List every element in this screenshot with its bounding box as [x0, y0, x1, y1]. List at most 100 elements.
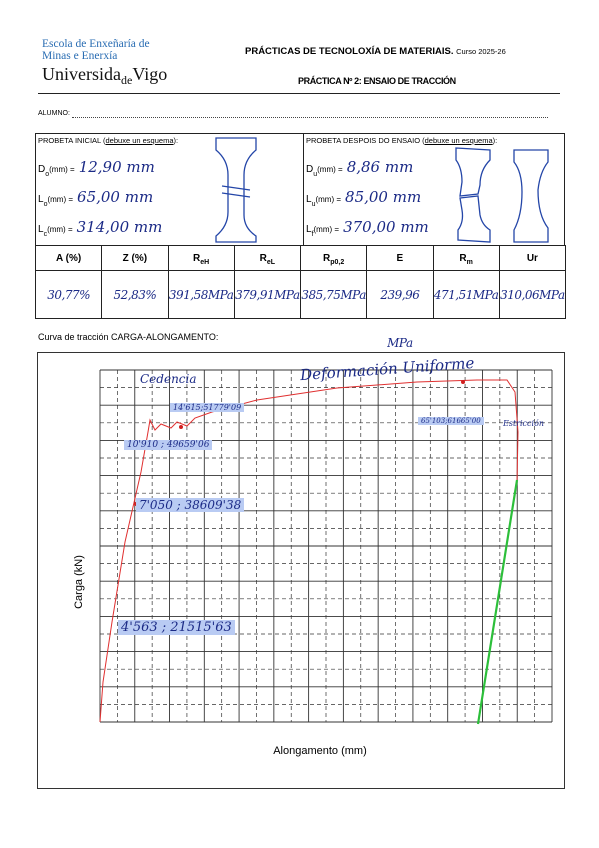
- field-value: 314,00 mm: [76, 218, 163, 236]
- annotation: 4'563 ; 21515'63: [118, 620, 235, 635]
- element: [215, 137, 549, 243]
- field-sub: u: [311, 201, 316, 209]
- rule: [38, 93, 560, 94]
- caption: Curva de tracción CARGA-ALONGAMENTO:: [38, 332, 219, 342]
- header-text: A (%): [56, 253, 82, 264]
- annotation: 10'910 ; 49659'06: [124, 440, 213, 450]
- element: Curso 2025-26: [456, 47, 506, 56]
- field-sub: u: [313, 171, 318, 179]
- student-line: [72, 117, 548, 118]
- field: Lc(mm) = 314,00 mm: [38, 218, 162, 238]
- element: de: [120, 73, 133, 87]
- element: [99, 369, 553, 723]
- header-text: R: [459, 253, 467, 264]
- annotation: Estricción: [503, 419, 545, 428]
- x-label: Alongamento (mm): [273, 745, 367, 757]
- field: Lu(mm) = 85,00 mm: [306, 188, 421, 208]
- header-sub: eH: [200, 259, 210, 266]
- field: Do(mm) = 12,90 mm: [38, 158, 155, 178]
- element: [221, 185, 251, 198]
- table-header: Ur: [498, 245, 566, 271]
- element: [215, 137, 257, 243]
- field-sub: o: [45, 171, 50, 179]
- header-sub: m: [466, 259, 473, 266]
- element: PRÁCTICAS DE TECNOLOXÍA DE MATERIAIS.: [245, 46, 454, 57]
- section-heading: PROBETA INICIAL (debuxe un esquema):: [38, 136, 178, 145]
- table-value: 391,58MPa: [167, 270, 235, 319]
- field-value: 85,00 mm: [345, 188, 422, 206]
- field-sub: c: [43, 231, 48, 239]
- element: [461, 380, 465, 384]
- heading-text: ):: [492, 136, 498, 145]
- header-text: Z (%): [122, 253, 148, 264]
- table-value: 471,51MPa: [432, 270, 500, 319]
- header-text: R: [323, 253, 331, 264]
- field-unit: (mm) =: [47, 195, 74, 204]
- table-value: 385,75MPa: [300, 270, 368, 319]
- y-label: Carga (kN): [73, 555, 85, 609]
- section-heading: PROBETA DESPOIS DO ENSAIO (debuxe un esq…: [306, 136, 497, 145]
- elastic-line: [476, 479, 519, 725]
- annotation: 7'050 ; 38609'38: [136, 498, 245, 512]
- field-value: 12,90 mm: [78, 158, 155, 176]
- table-header: Rm: [432, 245, 500, 271]
- element: Minas e Enerxía: [42, 50, 118, 62]
- header-text: Ur: [526, 253, 538, 264]
- table-value: 52,83%: [101, 270, 169, 319]
- table-value: 310,06MPa: [498, 270, 566, 319]
- heading-link: debuxe un esquema: [424, 136, 493, 145]
- table-value: 239,96 MPa: [366, 270, 434, 350]
- field-unit: (mm) =: [313, 225, 340, 234]
- curve: [99, 379, 519, 723]
- field-symbol: L: [306, 224, 312, 235]
- header-sub: p0,2: [330, 259, 345, 266]
- heading-text: ):: [173, 136, 179, 145]
- title: PRÁCTICAS DE TECNOLOXÍA DE MATERIAIS. Cu…: [245, 46, 506, 57]
- field-value: 8,86 mm: [346, 158, 414, 176]
- annotation: 65'103;61665'00: [418, 417, 484, 425]
- element: Escola de Enxeñaría de: [42, 38, 150, 50]
- element: [513, 149, 549, 243]
- field-symbol: D: [306, 164, 314, 175]
- field-unit: (mm) =: [49, 165, 75, 174]
- table-header: ReH: [167, 245, 235, 271]
- annotation: Cedencia: [140, 372, 197, 386]
- element: [457, 195, 491, 243]
- table-header: Z (%): [101, 245, 169, 271]
- logo: Escola de Enxeñaría de Minas e Enerxía: [42, 38, 150, 62]
- curve-chart: Carga (kN) Alongamento (mm): [37, 352, 565, 789]
- field-unit: (mm) =: [315, 195, 342, 204]
- subtitle: PRÁCTICA Nº 2: ENSAIO DE TRACCIÓN: [298, 76, 456, 86]
- heading-text: PROBETA INICIAL (: [38, 136, 106, 145]
- heading-text: PROBETA DESPOIS DO ENSAIO (: [306, 136, 425, 145]
- element: [179, 425, 183, 429]
- field: Lo(mm) = 65,00 mm: [38, 188, 153, 208]
- student-label: ALUMNO:: [38, 110, 70, 117]
- table-value: 379,91MPa: [233, 270, 301, 319]
- field-sub: f: [311, 231, 314, 239]
- field-symbol: L: [306, 194, 312, 205]
- field-symbol: L: [38, 194, 44, 205]
- heading-link: debuxe un esquema: [105, 136, 174, 145]
- field: Lf(mm) = 370,00 mm: [306, 218, 429, 238]
- header-text: R: [193, 253, 201, 264]
- element: Vigo: [132, 64, 168, 84]
- field-sub: o: [43, 201, 48, 209]
- field-symbol: D: [38, 164, 46, 175]
- field-unit: (mm) =: [47, 225, 73, 234]
- table-header: E: [366, 245, 434, 271]
- field: Du(mm) = 8,86 mm: [306, 158, 413, 178]
- field-value: 65,00 mm: [77, 188, 154, 206]
- field-symbol: L: [38, 224, 44, 235]
- table-header: ReL: [233, 245, 301, 271]
- element: [455, 147, 491, 197]
- table-header: Rp0,2: [300, 245, 368, 271]
- university: UniversidadeVigo: [42, 64, 168, 87]
- table-header: A (%): [35, 245, 103, 271]
- header-text: R: [259, 253, 267, 264]
- field-value: 370,00 mm: [343, 218, 429, 236]
- field-unit: (mm) =: [317, 165, 343, 174]
- table-value: 30,77%: [35, 270, 103, 319]
